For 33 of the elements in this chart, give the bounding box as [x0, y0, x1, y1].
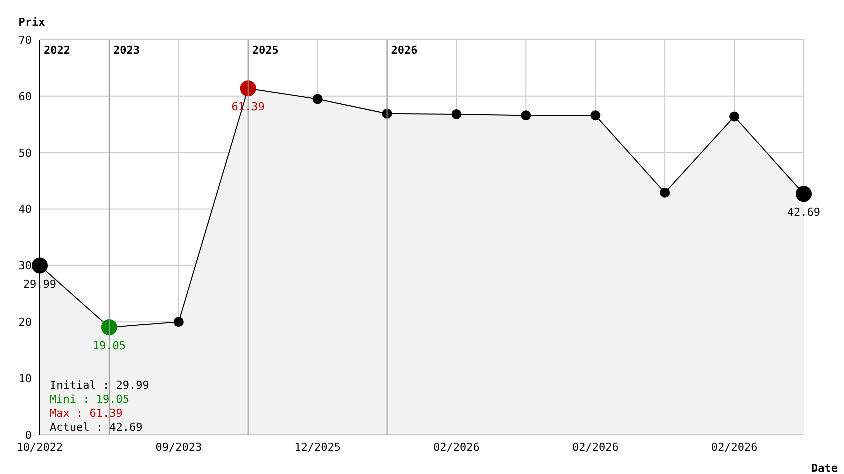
x-tick-label: 02/2026 [434, 440, 480, 454]
y-tick-label: 20 [18, 316, 32, 330]
point [660, 188, 670, 198]
annotation: Max : 61.39 [50, 407, 123, 420]
annotation: 42.69 [787, 206, 821, 220]
y-tick-label: 30 [18, 260, 32, 273]
x-tick-label: 12/2025 [294, 440, 341, 454]
x-tick-label: 09/2023 [156, 440, 202, 454]
y-tick-label: 0 [25, 428, 32, 442]
x-tick-label: 02/2026 [572, 440, 619, 454]
y-tick-label: 40 [18, 203, 32, 216]
y-tick-label: 10 [18, 372, 32, 386]
point [730, 112, 740, 122]
point [590, 110, 601, 121]
annotation: Initial : 29.99 [50, 379, 150, 392]
point [452, 109, 462, 120]
y-tick-label: 70 [18, 34, 32, 47]
y-axis-title: Prix [18, 16, 46, 29]
x-tick-label: 10/2022 [16, 440, 64, 454]
annotation: Actuel : 42.69 [50, 421, 143, 434]
annotation: 2022 [44, 44, 70, 57]
annotation: 19.05 [92, 340, 126, 353]
annotation: 2023 [113, 44, 140, 57]
point [174, 317, 184, 328]
y-tick-label: 50 [18, 146, 32, 160]
point [312, 94, 323, 104]
y-tick-label: 60 [18, 90, 32, 104]
annotation: 2026 [391, 44, 418, 57]
x-tick-label: 02/2026 [711, 440, 758, 454]
annotation: 2025 [252, 44, 279, 57]
annotation: Mini : 19.05 [50, 393, 130, 406]
point [521, 110, 532, 121]
x-axis-title: Date [812, 462, 838, 474]
